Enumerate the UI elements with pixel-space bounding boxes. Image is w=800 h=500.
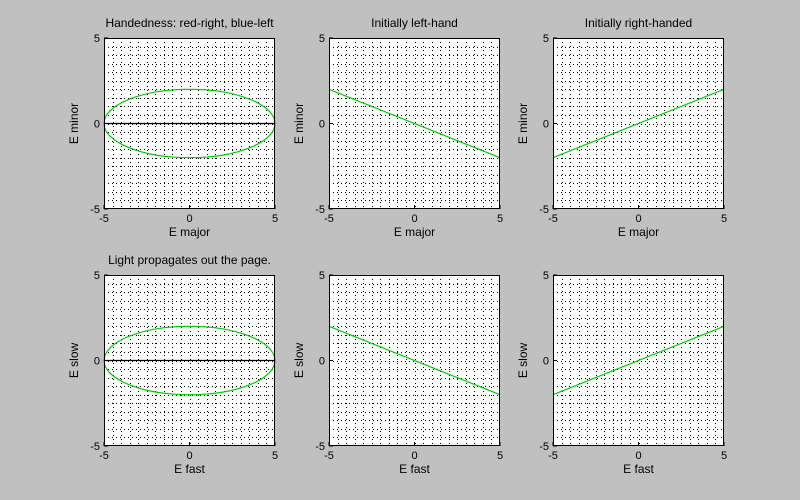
subplot-1: -5 0 5 -5 0 5 Handedness: red-right, blue-left… bbox=[67, 16, 278, 239]
subplot-6: -5 0 5 -5 0 5 E fast E slow bbox=[516, 270, 727, 476]
grid bbox=[104, 275, 275, 446]
y-tick-label: -5 bbox=[315, 204, 325, 216]
x-tick-label: 5 bbox=[721, 450, 727, 462]
series-line bbox=[552, 88, 725, 159]
grid bbox=[329, 275, 500, 446]
y-tick-label: 0 bbox=[543, 356, 549, 368]
y-tick-label: 5 bbox=[94, 33, 100, 45]
subplot-3: -5 0 5 -5 0 5 Initially right-handed E major E m… bbox=[516, 16, 727, 239]
x-axis-label: E fast bbox=[399, 462, 430, 476]
y-tick-label: 0 bbox=[543, 119, 549, 131]
series-line bbox=[552, 325, 725, 396]
x-axis-label: E major bbox=[169, 225, 210, 239]
series-line bbox=[328, 325, 501, 396]
y-tick-label: 0 bbox=[319, 356, 325, 368]
y-tick-label: 0 bbox=[94, 119, 100, 131]
x-tick-label: 0 bbox=[635, 213, 641, 225]
y-tick-label: 5 bbox=[543, 270, 549, 282]
y-axis-label: E minor bbox=[516, 103, 530, 144]
x-tick-label: 0 bbox=[411, 213, 417, 225]
y-tick-label: -5 bbox=[90, 204, 100, 216]
x-tick-label: 5 bbox=[497, 213, 503, 225]
chart-title: Initially right-handed bbox=[585, 16, 692, 30]
x-axis-label: E fast bbox=[623, 462, 654, 476]
grid bbox=[329, 38, 500, 209]
x-tick-label: 5 bbox=[272, 450, 278, 462]
x-tick-label: 5 bbox=[497, 450, 503, 462]
x-tick-label: 0 bbox=[186, 213, 192, 225]
chart-title: Light propagates out the page. bbox=[108, 253, 271, 267]
y-axis-label: E slow bbox=[292, 342, 306, 378]
chart-title: Handedness: red-right, blue-left bbox=[105, 16, 274, 30]
y-axis-label: E slow bbox=[67, 342, 81, 378]
subplot-2: -5 0 5 -5 0 5 Initially left-hand E major E mino… bbox=[292, 16, 503, 239]
y-tick-label: 5 bbox=[319, 33, 325, 45]
y-axis-label: E slow bbox=[516, 342, 530, 378]
y-tick-label: 5 bbox=[319, 270, 325, 282]
x-tick-label: -5 bbox=[548, 213, 558, 225]
y-tick-label: -5 bbox=[539, 441, 549, 453]
x-tick-label: 0 bbox=[635, 450, 641, 462]
x-tick-label: -5 bbox=[324, 450, 334, 462]
subplot-4: -5 0 5 -5 0 5 Light propagates out the page. E … bbox=[67, 253, 278, 476]
x-tick-label: -5 bbox=[99, 450, 109, 462]
series-line bbox=[328, 88, 501, 159]
y-tick-label: 0 bbox=[319, 119, 325, 131]
grid bbox=[553, 275, 724, 446]
subplot-5: -5 0 5 -5 0 5 E fast E slow bbox=[292, 270, 503, 476]
x-tick-label: 5 bbox=[721, 213, 727, 225]
y-tick-label: 5 bbox=[543, 33, 549, 45]
y-tick-label: 0 bbox=[94, 356, 100, 368]
y-axis-label: E minor bbox=[67, 103, 81, 144]
y-tick-label: -5 bbox=[90, 441, 100, 453]
y-tick-label: -5 bbox=[315, 441, 325, 453]
y-tick-label: -5 bbox=[539, 204, 549, 216]
y-tick-label: 5 bbox=[94, 270, 100, 282]
x-tick-label: -5 bbox=[324, 213, 334, 225]
x-tick-label: 0 bbox=[411, 450, 417, 462]
x-tick-label: -5 bbox=[548, 450, 558, 462]
chart-title: Initially left-hand bbox=[371, 16, 458, 30]
x-axis-label: E major bbox=[394, 225, 435, 239]
grid bbox=[553, 38, 724, 209]
x-axis-label: E major bbox=[618, 225, 659, 239]
x-tick-label: -5 bbox=[99, 213, 109, 225]
x-axis-label: E fast bbox=[174, 462, 205, 476]
x-tick-label: 0 bbox=[186, 450, 192, 462]
y-axis-label: E minor bbox=[292, 103, 306, 144]
x-tick-label: 5 bbox=[272, 213, 278, 225]
